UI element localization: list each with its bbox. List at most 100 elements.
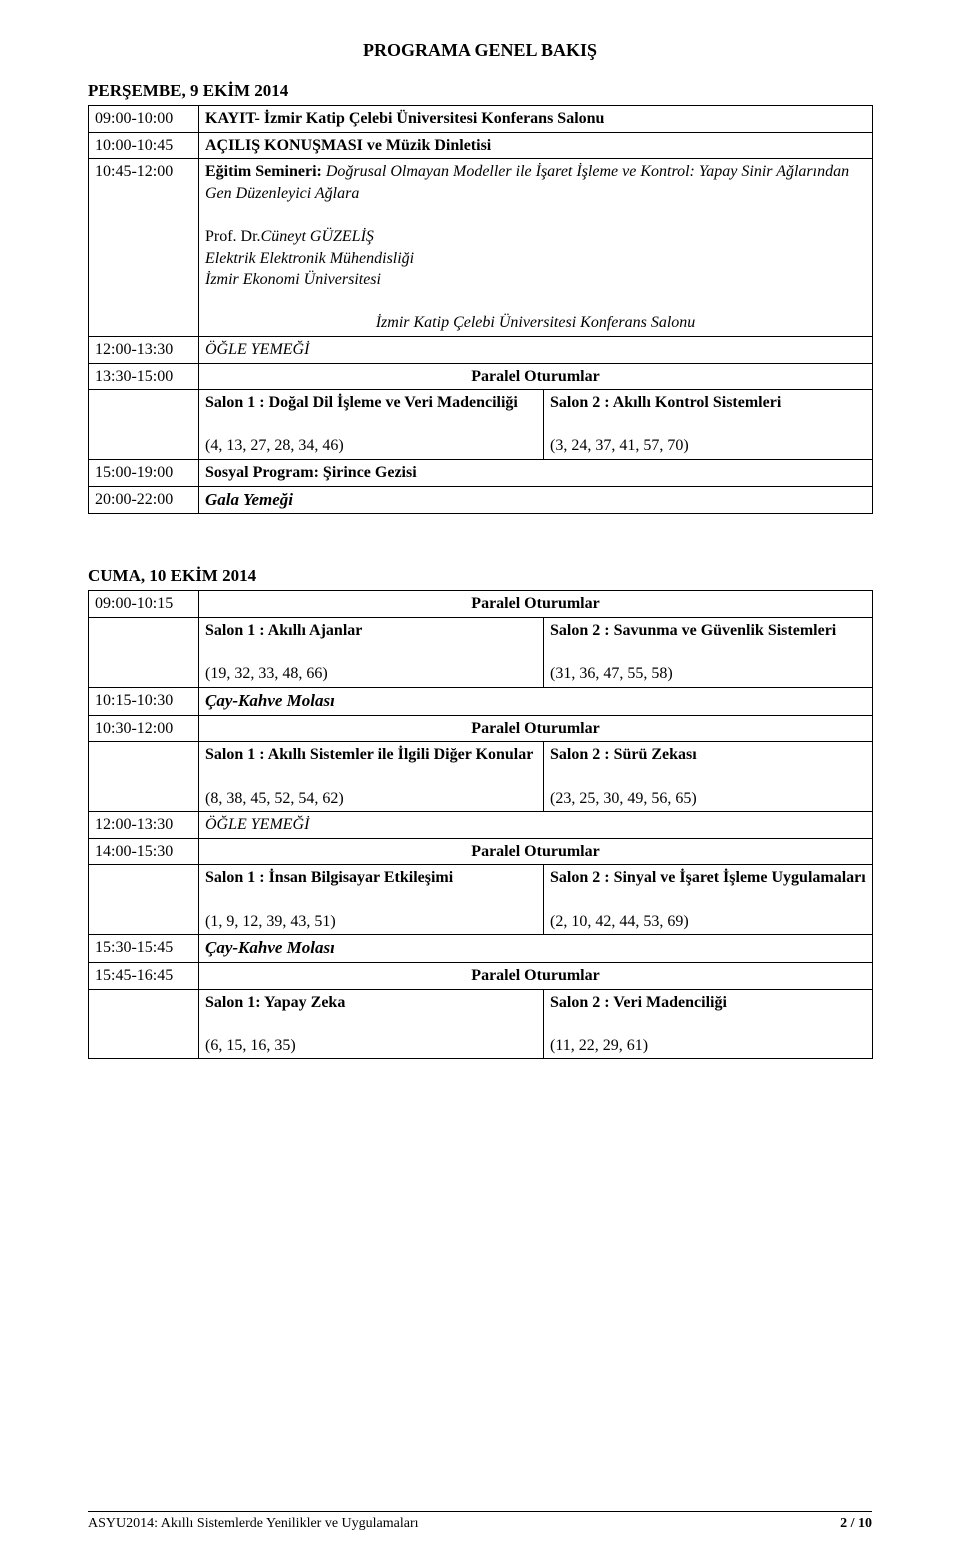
content-cell: Çay-Kahve Molası [199, 687, 873, 715]
salon1-title: Salon 1 : Doğal Dil İşleme ve Veri Maden… [205, 394, 518, 411]
salon1-nums: (1, 9, 12, 39, 43, 51) [205, 913, 336, 930]
spacer [88, 514, 872, 540]
salon2-nums: (2, 10, 42, 44, 53, 69) [550, 913, 689, 930]
parallel-header: Paralel Oturumlar [199, 715, 873, 742]
salon2-cell: Salon 2 : Savunma ve Güvenlik Sistemleri… [544, 618, 873, 688]
salon1-title: Salon 1 : Akıllı Ajanlar [205, 622, 362, 639]
row-title: Çay-Kahve Molası [205, 938, 335, 957]
table-row: 12:00-13:30 ÖĞLE YEMEĞİ [89, 336, 873, 363]
table-row: Salon 1 : Doğal Dil İşleme ve Veri Maden… [89, 390, 873, 460]
salon1-cell: Salon 1: Yapay Zeka (6, 15, 16, 35) [199, 989, 544, 1059]
table-row: 10:30-12:00 Paralel Oturumlar [89, 715, 873, 742]
time-cell: 15:00-19:00 [89, 459, 199, 486]
salon1-cell: Salon 1 : Akıllı Sistemler ile İlgili Di… [199, 742, 544, 812]
salon2-title: Salon 2 : Savunma ve Güvenlik Sistemleri [550, 622, 836, 639]
table-row: 10:00-10:45 AÇILIŞ KONUŞMASI ve Müzik Di… [89, 132, 873, 159]
speaker-prefix: Prof. Dr. [205, 228, 261, 245]
table-row: 10:15-10:30 Çay-Kahve Molası [89, 687, 873, 715]
table-row: 09:00-10:00 KAYIT- İzmir Katip Çelebi Ün… [89, 106, 873, 133]
time-cell-empty [89, 865, 199, 935]
table-row: 15:30-15:45 Çay-Kahve Molası [89, 935, 873, 963]
content-cell: ÖĞLE YEMEĞİ [199, 812, 873, 839]
content-cell: Sosyal Program: Şirince Gezisi [199, 459, 873, 486]
speaker-aff1: Elektrik Elektronik Mühendisliği [205, 250, 414, 267]
table-row: 15:45-16:45 Paralel Oturumlar [89, 963, 873, 990]
salon2-title: Salon 2 : Veri Madenciliği [550, 994, 727, 1011]
time-cell: 13:30-15:00 [89, 363, 199, 390]
salon2-title: Salon 2 : Akıllı Kontrol Sistemleri [550, 394, 781, 411]
parallel-header: Paralel Oturumlar [199, 963, 873, 990]
time-cell: 10:15-10:30 [89, 687, 199, 715]
content-cell: ÖĞLE YEMEĞİ [199, 336, 873, 363]
row-title: AÇILIŞ KONUŞMASI ve Müzik Dinletisi [205, 137, 491, 154]
content-cell: Gala Yemeği [199, 486, 873, 514]
parallel-header: Paralel Oturumlar [199, 591, 873, 618]
time-cell: 10:00-10:45 [89, 132, 199, 159]
row-title: ÖĞLE YEMEĞİ [205, 816, 309, 833]
table-row: Salon 1 : Akıllı Sistemler ile İlgili Di… [89, 742, 873, 812]
table-row: 14:00-15:30 Paralel Oturumlar [89, 838, 873, 865]
table-row: 09:00-10:15 Paralel Oturumlar [89, 591, 873, 618]
day1-table: 09:00-10:00 KAYIT- İzmir Katip Çelebi Ün… [88, 105, 873, 514]
salon2-cell: Salon 2 : Sürü Zekası (23, 25, 30, 49, 5… [544, 742, 873, 812]
salon2-title: Salon 2 : Sinyal ve İşaret İşleme Uygula… [550, 869, 866, 886]
salon2-cell: Salon 2 : Veri Madenciliği (11, 22, 29, … [544, 989, 873, 1059]
speaker-name: Cüneyt GÜZELİŞ [261, 228, 374, 245]
content-cell: Çay-Kahve Molası [199, 935, 873, 963]
spacer [88, 540, 872, 566]
time-cell-empty [89, 390, 199, 460]
time-cell-empty [89, 742, 199, 812]
table-row: 10:45-12:00 Eğitim Semineri: Doğrusal Ol… [89, 159, 873, 337]
table-row: Salon 1 : Akıllı Ajanlar (19, 32, 33, 48… [89, 618, 873, 688]
salon1-title: Salon 1 : İnsan Bilgisayar Etkileşimi [205, 869, 453, 886]
table-row: Salon 1 : İnsan Bilgisayar Etkileşimi (1… [89, 865, 873, 935]
time-cell-empty [89, 618, 199, 688]
table-row: 13:30-15:00 Paralel Oturumlar [89, 363, 873, 390]
footer-rule [88, 1511, 872, 1512]
day2-table: 09:00-10:15 Paralel Oturumlar Salon 1 : … [88, 590, 873, 1059]
salon1-title: Salon 1 : Akıllı Sistemler ile İlgili Di… [205, 746, 533, 763]
time-cell: 12:00-13:30 [89, 336, 199, 363]
salon1-cell: Salon 1 : Doğal Dil İşleme ve Veri Maden… [199, 390, 544, 460]
salon1-nums: (4, 13, 27, 28, 34, 46) [205, 437, 344, 454]
time-cell: 20:00-22:00 [89, 486, 199, 514]
parallel-header: Paralel Oturumlar [199, 363, 873, 390]
row-title: Gala Yemeği [205, 490, 293, 509]
time-cell: 15:30-15:45 [89, 935, 199, 963]
time-cell: 10:30-12:00 [89, 715, 199, 742]
row-title: Sosyal Program: Şirince Gezisi [205, 464, 417, 481]
salon1-title: Salon 1: Yapay Zeka [205, 994, 345, 1011]
salon2-nums: (11, 22, 29, 61) [550, 1037, 648, 1054]
page-footer: ASYU2014: Akıllı Sistemlerde Yenilikler … [88, 1511, 872, 1532]
salon1-cell: Salon 1 : Akıllı Ajanlar (19, 32, 33, 48… [199, 618, 544, 688]
venue-line: İzmir Katip Çelebi Üniversitesi Konferan… [205, 312, 866, 334]
time-cell: 14:00-15:30 [89, 838, 199, 865]
time-cell: 09:00-10:00 [89, 106, 199, 133]
salon2-cell: Salon 2 : Sinyal ve İşaret İşleme Uygula… [544, 865, 873, 935]
salon1-cell: Salon 1 : İnsan Bilgisayar Etkileşimi (1… [199, 865, 544, 935]
salon2-nums: (3, 24, 37, 41, 57, 70) [550, 437, 689, 454]
content-cell: AÇILIŞ KONUŞMASI ve Müzik Dinletisi [199, 132, 873, 159]
time-cell-empty [89, 989, 199, 1059]
seminar-label: Eğitim Semineri: [205, 163, 322, 180]
table-row: 15:00-19:00 Sosyal Program: Şirince Gezi… [89, 459, 873, 486]
footer-left: ASYU2014: Akıllı Sistemlerde Yenilikler … [88, 1516, 419, 1532]
time-cell: 10:45-12:00 [89, 159, 199, 337]
salon2-nums: (31, 36, 47, 55, 58) [550, 665, 673, 682]
salon2-nums: (23, 25, 30, 49, 56, 65) [550, 790, 697, 807]
speaker-aff2: İzmir Ekonomi Üniversitesi [205, 271, 381, 288]
day1-heading: PERŞEMBE, 9 EKİM 2014 [88, 81, 872, 101]
day2-heading: CUMA, 10 EKİM 2014 [88, 566, 872, 586]
salon1-nums: (19, 32, 33, 48, 66) [205, 665, 328, 682]
table-row: Salon 1: Yapay Zeka (6, 15, 16, 35) Salo… [89, 989, 873, 1059]
row-title: KAYIT- İzmir Katip Çelebi Üniversitesi K… [205, 110, 604, 127]
row-title: Çay-Kahve Molası [205, 691, 335, 710]
page: PROGRAMA GENEL BAKIŞ PERŞEMBE, 9 EKİM 20… [0, 0, 960, 1562]
time-cell: 15:45-16:45 [89, 963, 199, 990]
doc-title: PROGRAMA GENEL BAKIŞ [88, 40, 872, 61]
content-cell: KAYIT- İzmir Katip Çelebi Üniversitesi K… [199, 106, 873, 133]
salon1-nums: (6, 15, 16, 35) [205, 1037, 296, 1054]
table-row: 20:00-22:00 Gala Yemeği [89, 486, 873, 514]
content-cell: Eğitim Semineri: Doğrusal Olmayan Modell… [199, 159, 873, 337]
time-cell: 09:00-10:15 [89, 591, 199, 618]
